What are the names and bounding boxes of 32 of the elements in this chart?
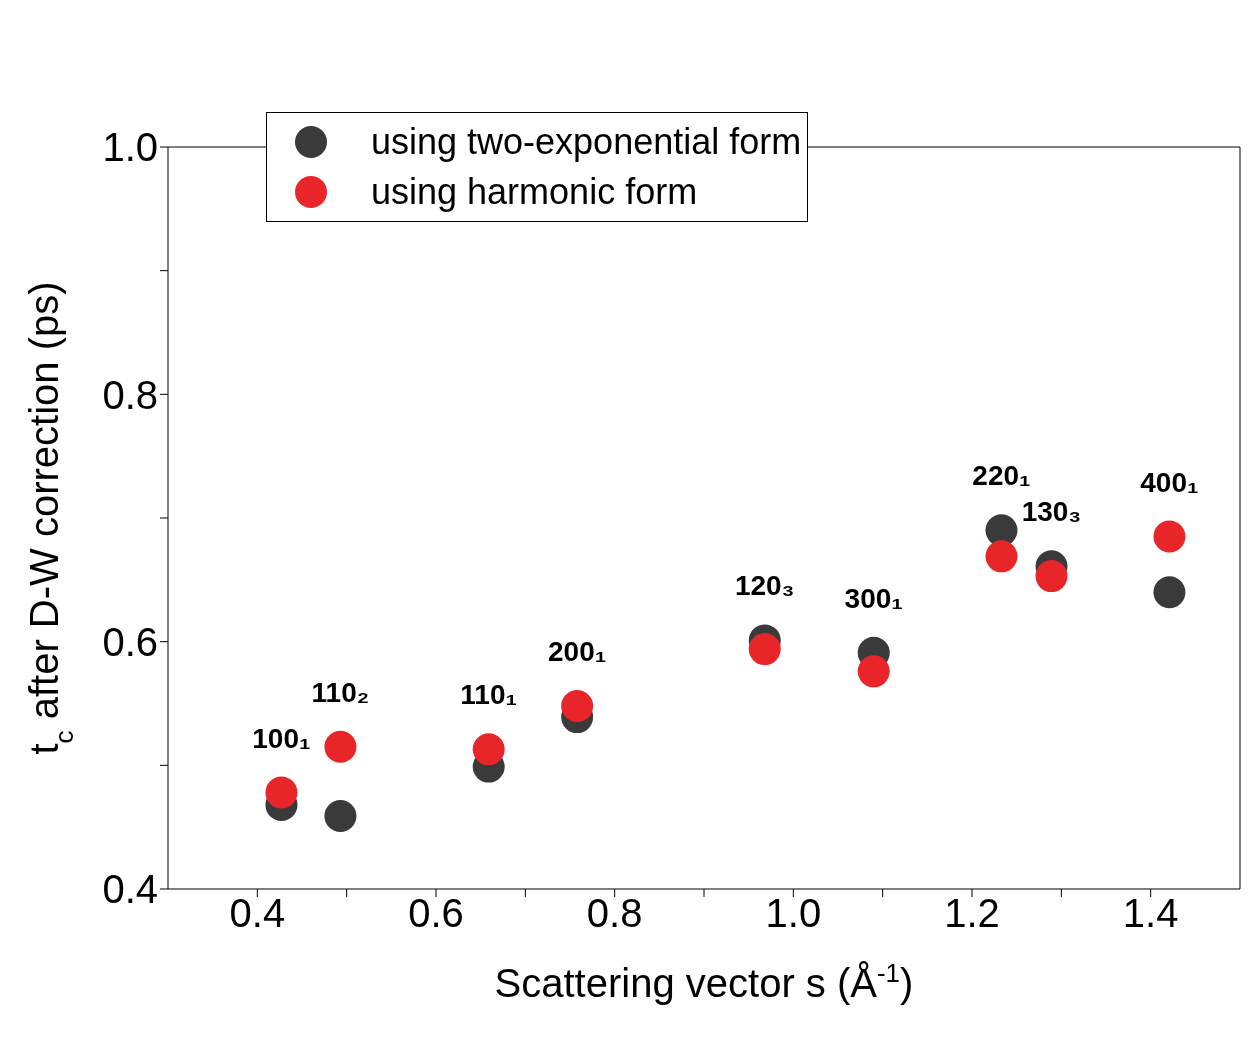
x-tick-label: 0.4 [229, 891, 286, 936]
point [1035, 560, 1068, 593]
annotation: 220₁ [972, 460, 1031, 492]
y-tick-label: 0.6 [102, 619, 158, 664]
annotation: 120₃ [734, 570, 795, 602]
point [561, 689, 594, 722]
annotation: 200₁ [548, 635, 607, 667]
x-tick-label: 0.8 [586, 891, 643, 936]
point [1153, 576, 1186, 609]
x-axis-title: Scattering vector s (Å$^{-1}$) [494, 958, 914, 1005]
annotation: 110₁ [460, 679, 518, 711]
point [1153, 520, 1186, 553]
point [324, 730, 357, 763]
annotation: 400₁ [1140, 466, 1199, 498]
annotation: 130₃ [1021, 496, 1082, 528]
x-tick-label: 1.0 [765, 891, 822, 936]
point [265, 776, 298, 809]
point [985, 540, 1018, 573]
legend-label: using harmonic form [371, 170, 698, 214]
point [324, 800, 357, 833]
legend-label: using two-exponential form [371, 120, 802, 164]
y-tick-label: 0.8 [102, 372, 158, 417]
y-tick-label: 1.0 [102, 125, 158, 170]
x-tick-label: 1.2 [944, 891, 1000, 936]
point [748, 633, 781, 666]
x-tick-label: 1.4 [1122, 891, 1179, 936]
x-tick-label: 0.6 [408, 891, 464, 936]
annotation: 100₁ [252, 722, 311, 754]
annotation: 300₁ [844, 582, 903, 614]
point [857, 655, 890, 688]
annotation: 110₂ [311, 676, 370, 708]
point [472, 733, 505, 766]
